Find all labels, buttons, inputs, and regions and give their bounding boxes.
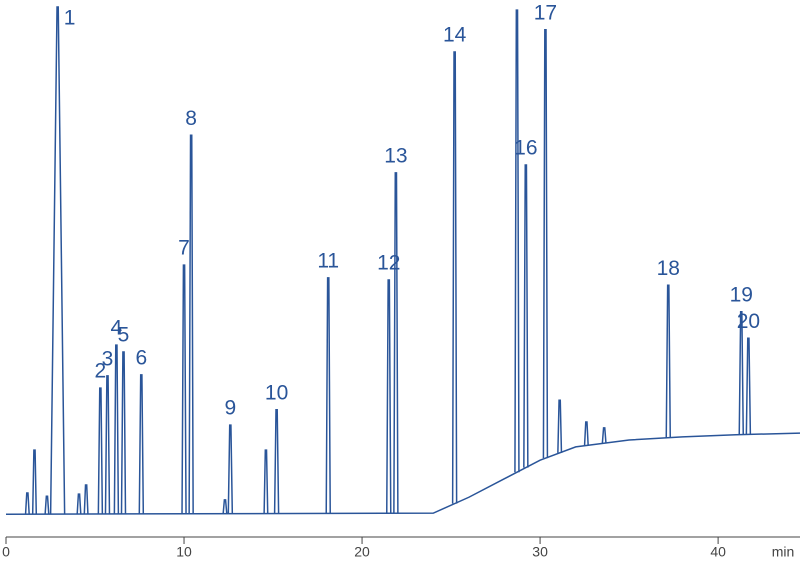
peak <box>49 6 66 515</box>
peak <box>393 172 399 514</box>
peak-label: 3 <box>102 347 114 370</box>
peak <box>523 164 529 468</box>
peak-label: 8 <box>185 107 197 130</box>
x-tick-label: 10 <box>176 544 192 560</box>
x-tick-label: 20 <box>354 544 370 560</box>
peak <box>97 387 104 514</box>
peak <box>542 29 549 459</box>
peak-label: 11 <box>317 249 339 272</box>
peak <box>76 493 82 515</box>
peak-label: 15 <box>505 0 528 5</box>
peak <box>44 495 50 515</box>
peak <box>514 9 520 473</box>
peak <box>583 421 589 446</box>
peak <box>83 484 89 515</box>
peak-label: 2 <box>95 360 107 383</box>
peak-label: 1 <box>64 7 76 30</box>
peak <box>181 264 187 514</box>
peak <box>227 424 234 514</box>
peak-label: 10 <box>265 381 288 404</box>
peak-label: 16 <box>514 136 537 159</box>
peak <box>113 344 120 514</box>
peak <box>31 449 38 515</box>
peak <box>386 279 392 514</box>
peak <box>665 284 672 438</box>
peak <box>451 51 458 504</box>
peak-label: 5 <box>118 324 130 347</box>
peak <box>738 311 745 435</box>
peak <box>188 134 194 514</box>
peak-label: 20 <box>737 310 760 333</box>
peak-label: 4 <box>111 317 123 340</box>
peak <box>745 337 752 435</box>
peak-label: 6 <box>135 346 147 369</box>
peak <box>104 375 111 514</box>
peak-label: 18 <box>657 257 680 280</box>
peak-label: 14 <box>443 24 467 47</box>
peak <box>557 399 563 453</box>
x-tick-label: 0 <box>2 544 10 560</box>
peak <box>24 492 30 515</box>
x-axis-label: min <box>772 544 795 560</box>
peak <box>273 409 280 514</box>
peak-label: 13 <box>384 144 407 167</box>
peak <box>263 449 269 514</box>
peak-label: 19 <box>730 283 753 306</box>
peak-label: 9 <box>224 397 236 420</box>
peak <box>601 427 607 444</box>
peak <box>222 499 228 514</box>
peak <box>120 351 127 514</box>
x-tick-label: 30 <box>532 544 548 560</box>
x-tick-label: 40 <box>710 544 726 560</box>
peak-label: 7 <box>178 237 190 260</box>
peak <box>325 277 331 514</box>
peak-label: 17 <box>534 1 557 24</box>
peak <box>138 374 145 514</box>
baseline <box>5 432 800 515</box>
